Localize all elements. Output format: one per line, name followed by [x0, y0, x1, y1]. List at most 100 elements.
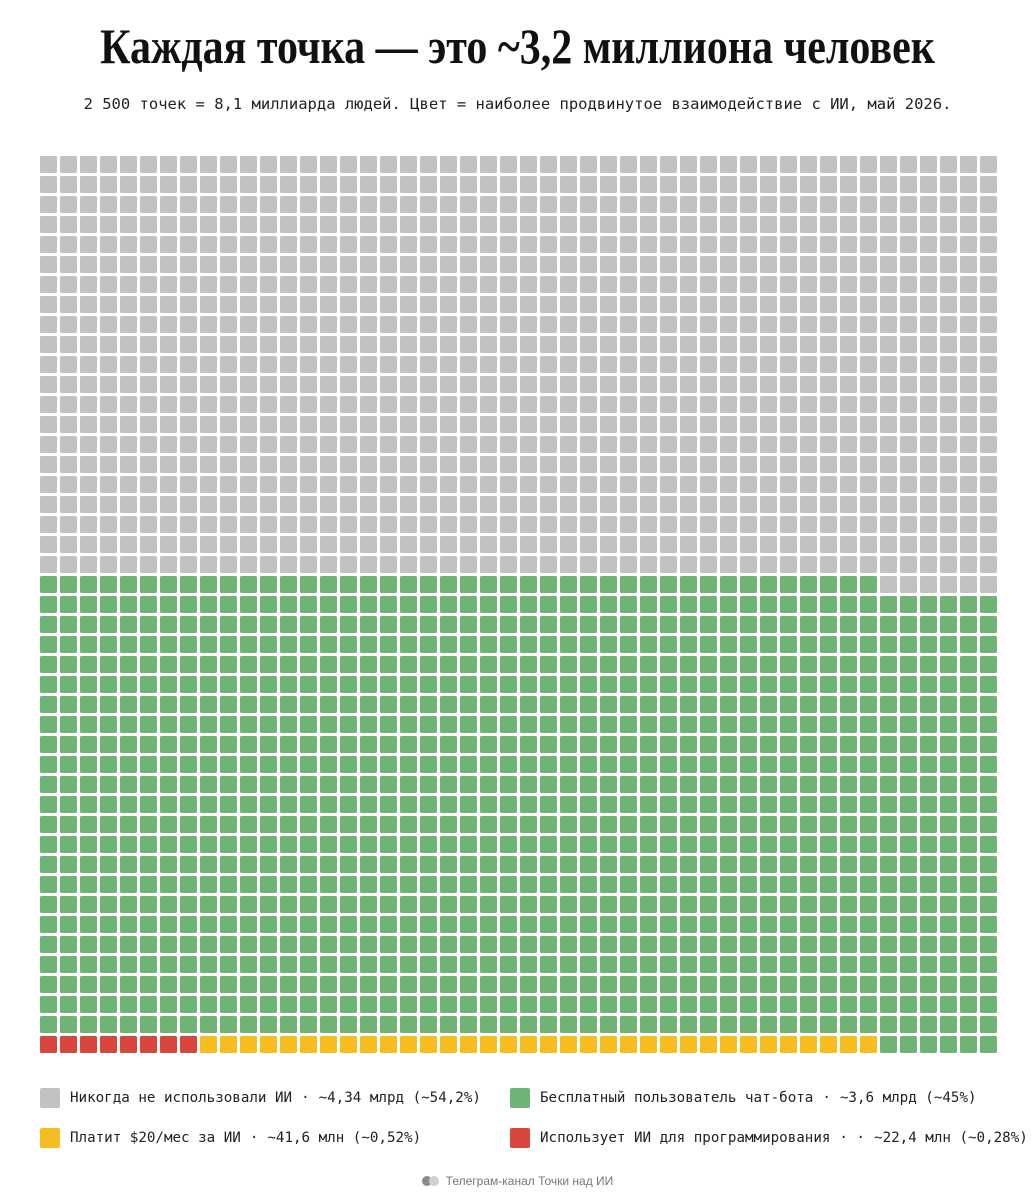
- waffle-dot-never: [400, 296, 417, 313]
- waffle-dot-free: [320, 756, 337, 773]
- waffle-dot-free: [560, 736, 577, 753]
- waffle-dot-never: [100, 536, 117, 553]
- waffle-dot-free: [840, 896, 857, 913]
- waffle-dot-free: [960, 1036, 977, 1053]
- waffle-dot-never: [500, 216, 517, 233]
- waffle-dot-free: [160, 936, 177, 953]
- waffle-dot-free: [140, 596, 157, 613]
- waffle-dot-never: [160, 256, 177, 273]
- waffle-dot-free: [240, 756, 257, 773]
- waffle-dot-free: [360, 856, 377, 873]
- waffle-dot-never: [300, 156, 317, 173]
- waffle-dot-never: [600, 436, 617, 453]
- waffle-dot-never: [700, 416, 717, 433]
- waffle-dot-never: [340, 236, 357, 253]
- waffle-dot-free: [280, 796, 297, 813]
- waffle-dot-paid: [500, 1036, 517, 1053]
- waffle-dot-free: [80, 636, 97, 653]
- waffle-dot-free: [180, 876, 197, 893]
- waffle-dot-never: [160, 296, 177, 313]
- waffle-dot-never: [300, 196, 317, 213]
- waffle-dot-never: [360, 516, 377, 533]
- waffle-dot-never: [820, 516, 837, 533]
- waffle-dot-free: [880, 876, 897, 893]
- waffle-dot-never: [600, 556, 617, 573]
- waffle-dot-free: [960, 776, 977, 793]
- waffle-dot-never: [400, 356, 417, 373]
- waffle-dot-never: [980, 236, 997, 253]
- waffle-dot-never: [220, 156, 237, 173]
- waffle-dot-free: [800, 916, 817, 933]
- waffle-dot-paid: [560, 1036, 577, 1053]
- waffle-dot-never: [940, 476, 957, 493]
- waffle-dot-never: [500, 476, 517, 493]
- waffle-dot-free: [580, 956, 597, 973]
- waffle-dot-free: [700, 716, 717, 733]
- waffle-dot-never: [540, 476, 557, 493]
- waffle-dot-never: [940, 216, 957, 233]
- waffle-dot-free: [900, 876, 917, 893]
- waffle-dot-paid: [720, 1036, 737, 1053]
- waffle-dot-free: [740, 976, 757, 993]
- waffle-dot-free: [160, 816, 177, 833]
- waffle-dot-free: [660, 896, 677, 913]
- waffle-dot-never: [640, 416, 657, 433]
- waffle-dot-free: [440, 1016, 457, 1033]
- waffle-dot-never: [720, 316, 737, 333]
- waffle-dot-never: [580, 356, 597, 373]
- waffle-dot-never: [140, 376, 157, 393]
- waffle-dot-never: [480, 476, 497, 493]
- waffle-dot-free: [420, 736, 437, 753]
- waffle-dot-free: [160, 996, 177, 1013]
- waffle-dot-free: [320, 776, 337, 793]
- waffle-dot-free: [120, 816, 137, 833]
- waffle-dot-never: [160, 436, 177, 453]
- waffle-dot-never: [140, 436, 157, 453]
- waffle-dot-never: [380, 436, 397, 453]
- waffle-dot-never: [80, 236, 97, 253]
- waffle-dot-free: [300, 796, 317, 813]
- waffle-dot-free: [980, 716, 997, 733]
- waffle-dot-never: [400, 396, 417, 413]
- legend-swatch-code: [510, 1128, 530, 1148]
- waffle-dot-never: [80, 336, 97, 353]
- waffle-dot-never: [160, 236, 177, 253]
- waffle-dot-free: [140, 876, 157, 893]
- waffle-dot-never: [840, 316, 857, 333]
- waffle-dot-free: [260, 756, 277, 773]
- waffle-dot-free: [920, 716, 937, 733]
- waffle-dot-free: [720, 876, 737, 893]
- waffle-dot-free: [160, 676, 177, 693]
- waffle-dot-never: [680, 216, 697, 233]
- waffle-dot-never: [380, 176, 397, 193]
- waffle-dot-free: [620, 816, 637, 833]
- waffle-dot-free: [400, 856, 417, 873]
- waffle-dot-never: [500, 236, 517, 253]
- waffle-dot-never: [960, 256, 977, 273]
- waffle-dot-free: [320, 916, 337, 933]
- waffle-dot-never: [760, 516, 777, 533]
- waffle-dot-paid: [760, 1036, 777, 1053]
- waffle-dot-never: [260, 156, 277, 173]
- waffle-dot-never: [260, 396, 277, 413]
- waffle-dot-never: [540, 496, 557, 513]
- waffle-dot-free: [840, 876, 857, 893]
- waffle-dot-never: [300, 416, 317, 433]
- waffle-dot-never: [280, 256, 297, 273]
- waffle-dot-free: [820, 996, 837, 1013]
- waffle-dot-never: [640, 396, 657, 413]
- waffle-dot-free: [80, 956, 97, 973]
- waffle-dot-never: [760, 276, 777, 293]
- waffle-dot-free: [620, 576, 637, 593]
- waffle-dot-never: [280, 376, 297, 393]
- waffle-dot-never: [320, 156, 337, 173]
- waffle-dot-never: [980, 196, 997, 213]
- waffle-dot-never: [840, 416, 857, 433]
- waffle-dot-free: [120, 736, 137, 753]
- waffle-dot-never: [900, 576, 917, 593]
- waffle-dot-free: [140, 796, 157, 813]
- waffle-dot-free: [980, 956, 997, 973]
- waffle-dot-never: [340, 536, 357, 553]
- waffle-dot-never: [180, 296, 197, 313]
- waffle-dot-free: [100, 976, 117, 993]
